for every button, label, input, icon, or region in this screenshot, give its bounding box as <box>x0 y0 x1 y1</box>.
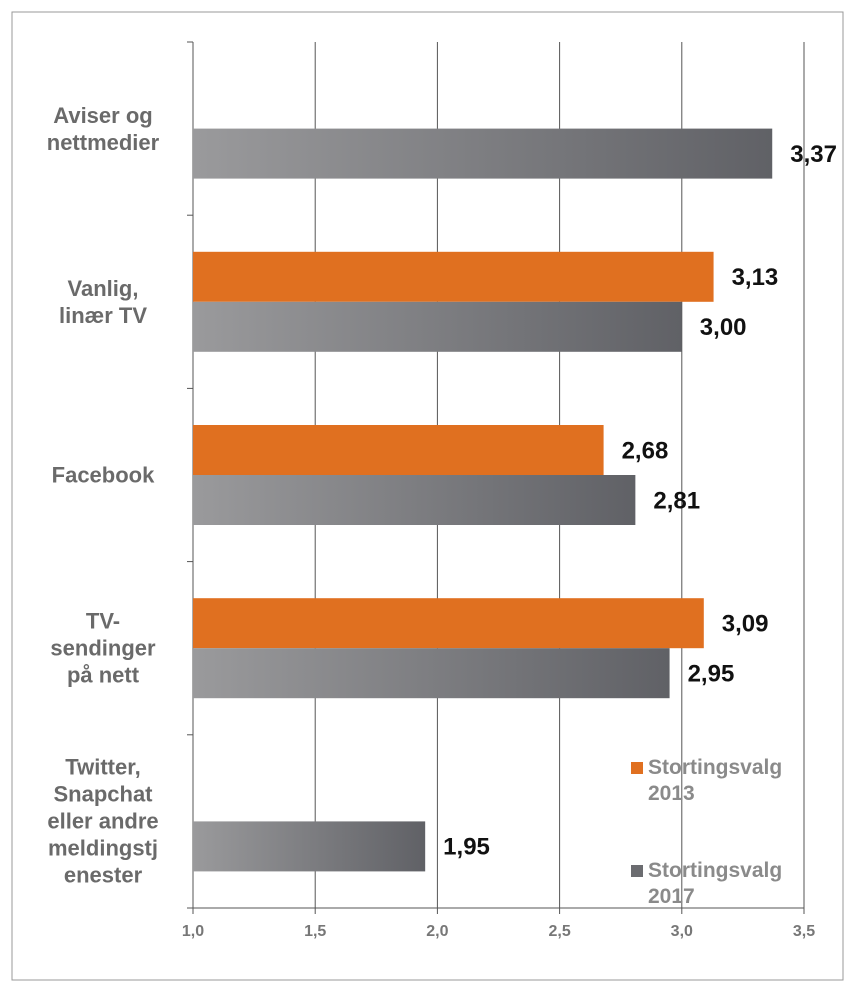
value-label: 1,95 <box>443 834 490 861</box>
value-label: 3,37 <box>790 141 837 168</box>
legend-label: Stortingsvalg 2017 <box>648 859 783 908</box>
bar <box>193 251 714 302</box>
x-tick-label: 3,5 <box>793 923 815 940</box>
value-label: 2,81 <box>653 487 700 514</box>
x-tick-label: 3,0 <box>671 923 693 940</box>
value-label: 3,13 <box>732 264 779 291</box>
legend-swatch <box>631 865 643 877</box>
category-label: Facebook <box>51 462 155 488</box>
bar <box>193 425 604 475</box>
category-label: Aviser og nettmedier <box>46 102 160 155</box>
category-label: Vanlig, linær TV <box>58 275 147 328</box>
value-label: 3,09 <box>722 611 769 638</box>
bar <box>193 821 426 872</box>
value-label: 3,00 <box>700 314 747 341</box>
value-label: 2,95 <box>688 661 735 688</box>
value-label: 2,68 <box>622 437 669 464</box>
x-tick-label: 2,0 <box>426 923 448 940</box>
category-label: TV- sendinger på nett <box>50 608 156 688</box>
category-label: Twitter, Snapchat eller andre meldingstj… <box>47 754 159 888</box>
x-tick-label: 1,5 <box>304 923 326 940</box>
legend-label: Stortingsvalg 2013 <box>648 756 783 805</box>
x-tick-label: 2,5 <box>548 923 570 940</box>
bar <box>193 301 682 352</box>
bar <box>193 598 704 649</box>
legend-swatch <box>631 762 643 774</box>
frame <box>11 11 844 981</box>
bar <box>193 475 636 525</box>
bar <box>193 648 670 699</box>
bar <box>193 128 773 179</box>
x-tick-label: 1,0 <box>182 923 204 940</box>
